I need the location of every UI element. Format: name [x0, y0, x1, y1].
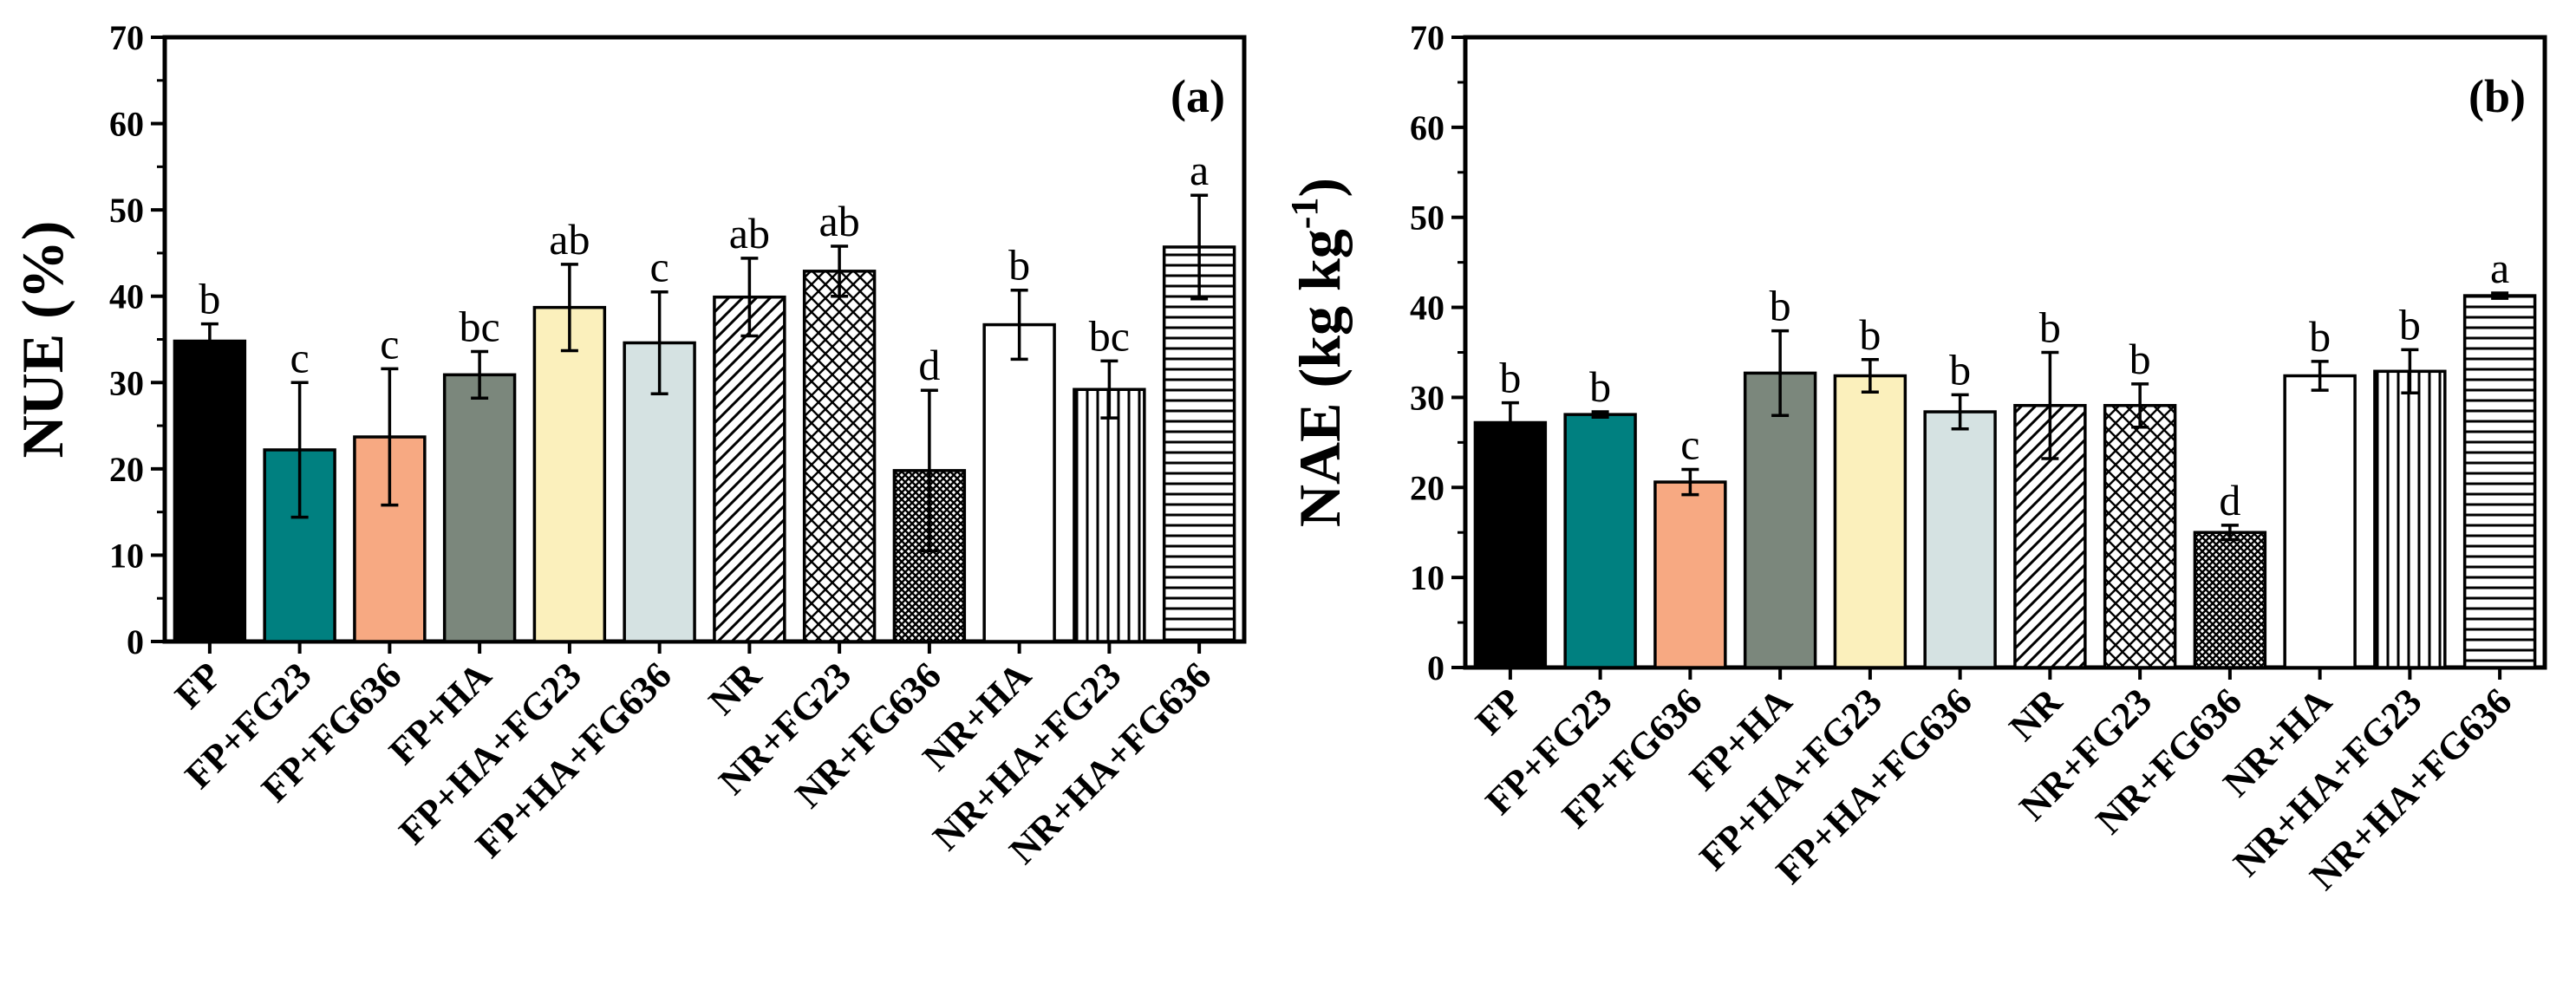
bar	[2283, 374, 2357, 669]
y-axis-label-text: NUE (%)	[10, 221, 75, 459]
x-tick-label: NR	[2001, 680, 2071, 749]
bar	[1073, 388, 1146, 643]
significance-letter: b	[2309, 312, 2331, 361]
panel-a-chart: 010203040506070bFPcFP+FG23cFP+FG636bcFP+…	[10, 18, 1247, 872]
bar	[442, 373, 517, 643]
y-tick-label: 70	[1410, 18, 1445, 57]
bar	[2103, 404, 2177, 669]
y-tick-label: 10	[1410, 558, 1445, 597]
significance-letter: b	[1008, 241, 1030, 290]
panel-b-chart: 010203040506070bFPbFP+FG23cFP+FG636bFP+H…	[1283, 18, 2547, 898]
y-tick-label: 30	[1410, 378, 1445, 417]
significance-letter: c	[290, 333, 310, 381]
significance-letter: d	[918, 341, 940, 389]
bar	[2373, 369, 2447, 669]
y-tick-label: 50	[1410, 199, 1445, 238]
y-tick-label: 40	[109, 277, 144, 316]
bar	[1833, 374, 1908, 669]
y-tick-label: 20	[109, 450, 144, 489]
bar	[713, 295, 786, 643]
significance-letter: a	[1190, 146, 1209, 194]
significance-letter: b	[2129, 335, 2151, 383]
x-tick-label: NR	[701, 654, 770, 723]
significance-letter: ab	[729, 209, 770, 257]
bar	[1653, 480, 1727, 669]
significance-letter: c	[650, 243, 669, 291]
significance-letter: b	[1770, 282, 1791, 330]
y-tick-label: 50	[109, 191, 144, 230]
y-tick-label: 0	[1427, 648, 1445, 687]
significance-letter: c	[380, 319, 399, 368]
significance-letter: b	[1499, 354, 1521, 402]
significance-letter: b	[1589, 362, 1611, 411]
significance-letter: b	[2039, 303, 2061, 352]
x-tick-label: FP	[1467, 680, 1530, 743]
x-tick-label: FP	[166, 654, 230, 717]
bar	[1923, 410, 1997, 669]
bar	[982, 322, 1056, 643]
y-tick-label: 70	[109, 18, 144, 57]
bar	[173, 339, 247, 643]
bar	[1162, 245, 1236, 643]
bar	[802, 270, 877, 643]
significance-letter: a	[2490, 244, 2509, 292]
y-tick-label: 10	[109, 536, 144, 575]
y-axis-label-closing-paren: )	[1287, 178, 1353, 198]
bar	[1743, 371, 1817, 669]
significance-letter: bc	[460, 302, 500, 350]
y-tick-label: 20	[1410, 468, 1445, 507]
significance-letter: b	[2399, 300, 2421, 348]
y-axis-label: NAE (kg kg-1)	[1283, 178, 1353, 527]
panel-label: (b)	[2468, 70, 2526, 122]
y-tick-label: 40	[1410, 289, 1445, 328]
y-axis-label: NUE (%)	[10, 221, 75, 459]
y-tick-label: 60	[109, 105, 144, 144]
bar	[532, 305, 607, 643]
y-tick-label: 60	[1410, 108, 1445, 147]
bar	[1563, 413, 1637, 669]
significance-letter: ab	[549, 215, 590, 264]
y-axis-label-text: NAE (kg kg	[1287, 229, 1353, 527]
bar	[2462, 294, 2537, 669]
significance-letter: c	[1680, 420, 1699, 469]
significance-letter: b	[1949, 345, 1971, 394]
significance-letter: ab	[819, 197, 860, 245]
bar	[1473, 420, 1548, 669]
y-tick-label: 0	[127, 622, 144, 661]
y-tick-label: 30	[109, 363, 144, 402]
significance-letter: b	[1859, 310, 1881, 359]
y-axis-label-superscript: -1	[1283, 198, 1326, 230]
panel-label: (a)	[1171, 70, 1225, 122]
significance-letter: d	[2219, 476, 2240, 524]
significance-letter: bc	[1089, 311, 1130, 360]
significance-letter: b	[199, 275, 220, 323]
bar	[2193, 531, 2267, 669]
